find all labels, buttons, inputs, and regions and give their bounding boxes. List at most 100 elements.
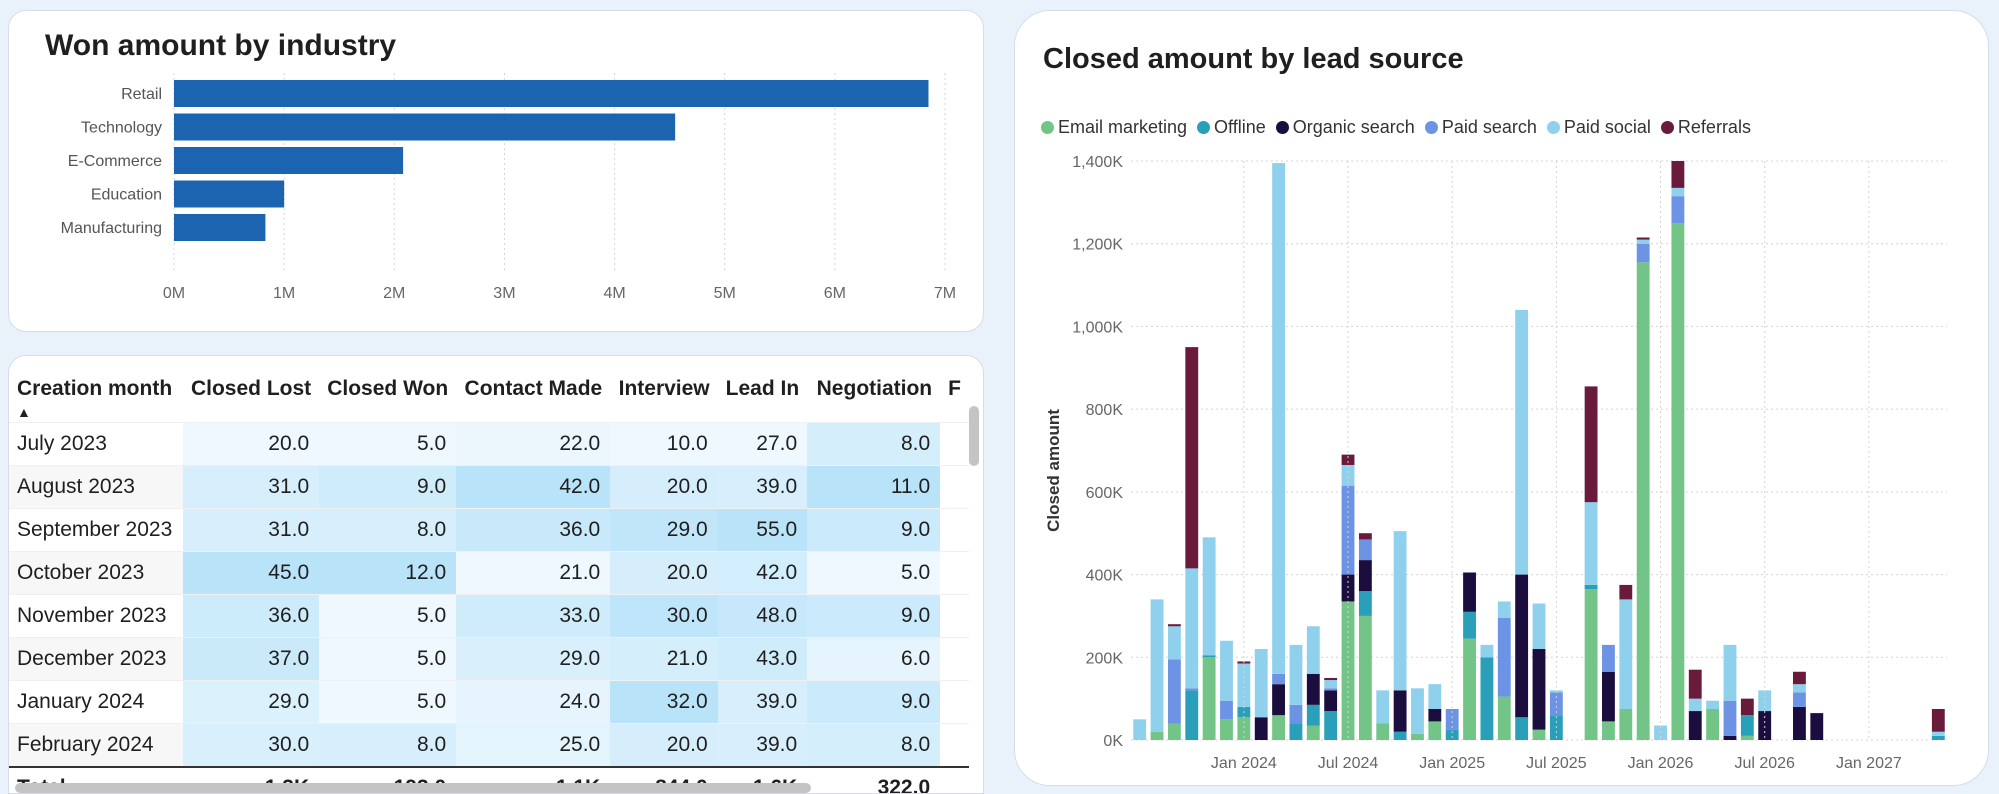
stacked-bar-segment[interactable] (1185, 690, 1199, 740)
stacked-bar-segment[interactable] (1306, 626, 1320, 674)
stacked-bar-segment[interactable] (1376, 690, 1390, 724)
stacked-bar-segment[interactable] (1740, 735, 1754, 740)
stacked-bar-segment[interactable] (1306, 704, 1320, 726)
stacked-bar-segment[interactable] (1619, 708, 1633, 740)
legend-item[interactable]: Referrals (1660, 117, 1751, 138)
stacked-bar-segment[interactable] (1341, 601, 1355, 740)
legend-item[interactable]: Organic search (1275, 117, 1415, 138)
stacked-bar-segment[interactable] (1619, 599, 1633, 709)
stacked-bar-segment[interactable] (1306, 673, 1320, 705)
stacked-bar-segment[interactable] (1358, 539, 1372, 561)
stacked-bar-segment[interactable] (1931, 731, 1945, 736)
stacked-bar-segment[interactable] (1723, 700, 1737, 736)
stacked-bar-segment[interactable] (1532, 649, 1546, 730)
stacked-bar-segment[interactable] (1793, 692, 1806, 707)
stacked-bar-segment[interactable] (1167, 723, 1181, 740)
stacked-bar-segment[interactable] (1688, 698, 1702, 712)
table-row[interactable]: February 2024 30.0 8.0 25.0 20.0 39.0 8.0 (9, 723, 969, 767)
stacked-bar-segment[interactable] (1341, 464, 1355, 486)
stacked-bar-segment[interactable] (1306, 725, 1320, 740)
table-row[interactable]: November 2023 36.0 5.0 33.0 30.0 48.0 9.0 (9, 594, 969, 638)
legend-item[interactable]: Offline (1197, 117, 1266, 138)
stacked-bar-segment[interactable] (1723, 644, 1737, 701)
stacked-bar-segment[interactable] (1324, 688, 1338, 691)
stacked-bar-segment[interactable] (1202, 657, 1216, 740)
stacked-bar-segment[interactable] (1376, 723, 1390, 740)
stacked-bar-segment[interactable] (1220, 719, 1233, 740)
stacked-bar-segment[interactable] (1584, 589, 1598, 740)
table-viewport[interactable]: Creation month ▲ Closed Lost Closed Won Cont… (9, 356, 969, 793)
industry-bar[interactable] (174, 214, 266, 241)
stacked-bar-segment[interactable] (1706, 700, 1720, 709)
stacked-bar-segment[interactable] (1428, 721, 1442, 740)
stacked-bar-segment[interactable] (1289, 644, 1303, 705)
stacked-bar-segment[interactable] (1272, 715, 1285, 740)
stacked-bar-segment[interactable] (1584, 584, 1598, 590)
table-row[interactable]: October 2023 45.0 12.0 21.0 20.0 42.0 5.0 (9, 551, 969, 595)
stacked-bar-segment[interactable] (1445, 708, 1459, 730)
stacked-bar-segment[interactable] (1549, 692, 1563, 716)
stacked-bar-segment[interactable] (1358, 591, 1372, 616)
column-header[interactable]: Closed Lost (190, 377, 312, 400)
column-header[interactable]: Closed Won (327, 377, 449, 400)
stacked-bar-segment[interactable] (1671, 196, 1685, 224)
industry-bar[interactable] (174, 147, 404, 174)
stacked-bar-segment[interactable] (1202, 537, 1216, 656)
stacked-bar-segment[interactable] (1723, 735, 1737, 740)
stacked-bar-segment[interactable] (1463, 572, 1476, 612)
stacked-bar-segment[interactable] (1497, 696, 1511, 740)
stacked-bar-segment[interactable] (1393, 690, 1407, 732)
stacked-bar-segment[interactable] (1532, 603, 1546, 650)
stacked-bar-segment[interactable] (1220, 700, 1233, 720)
stacked-bar-segment[interactable] (1324, 680, 1338, 689)
column-header[interactable]: Creation month ▲ (9, 356, 183, 423)
stacked-bar-segment[interactable] (1289, 723, 1303, 740)
stacked-bar-segment[interactable] (1167, 624, 1181, 627)
stacked-bar-segment[interactable] (1428, 708, 1442, 722)
stacked-bar-segment[interactable] (1515, 717, 1529, 740)
stacked-bar-segment[interactable] (1688, 669, 1702, 699)
stacked-bar-segment[interactable] (1463, 638, 1476, 740)
stacked-bar-segment[interactable] (1237, 663, 1251, 707)
stacked-bar-segment[interactable] (1584, 502, 1598, 585)
stacked-bar-segment[interactable] (1272, 673, 1285, 685)
stacked-bar-segment[interactable] (1671, 223, 1685, 741)
horizontal-scrollbar[interactable] (15, 783, 811, 793)
stacked-bar-segment[interactable] (1480, 644, 1494, 658)
stacked-bar-segment[interactable] (1602, 721, 1615, 740)
table-row[interactable]: January 2024 29.0 5.0 24.0 32.0 39.0 9.0 (9, 680, 969, 724)
column-header[interactable]: Negotiation (816, 377, 933, 400)
table-row[interactable]: December 2023 37.0 5.0 29.0 21.0 43.0 6.0 (9, 637, 969, 681)
stacked-bar-segment[interactable] (1688, 711, 1702, 740)
stacked-bar-segment[interactable] (1254, 717, 1268, 740)
stacked-bar-segment[interactable] (1931, 735, 1945, 740)
stacked-bar-segment[interactable] (1324, 677, 1338, 681)
stacked-bar-segment[interactable] (1341, 485, 1355, 575)
stacked-bar-segment[interactable] (1671, 187, 1685, 197)
stacked-bar-segment[interactable] (1167, 659, 1181, 724)
stacked-bar-segment[interactable] (1793, 684, 1806, 693)
legend-item[interactable]: Paid social (1546, 117, 1651, 138)
stacked-bar-segment[interactable] (1602, 671, 1615, 722)
stacked-bar-segment[interactable] (1150, 731, 1164, 740)
stacked-bar-segment[interactable] (1793, 671, 1806, 685)
stacked-bar-segment[interactable] (1758, 690, 1772, 712)
stacked-bar-segment[interactable] (1411, 688, 1424, 734)
stacked-bar-segment[interactable] (1341, 454, 1355, 465)
column-header[interactable]: F (948, 377, 961, 400)
stacked-bar-segment[interactable] (1497, 617, 1511, 697)
stacked-bar-segment[interactable] (1289, 704, 1303, 724)
stacked-bar-segment[interactable] (1202, 655, 1216, 658)
stacked-bar-segment[interactable] (1167, 626, 1181, 660)
stacked-bar-segment[interactable] (1515, 309, 1529, 575)
stacked-bar-segment[interactable] (1393, 531, 1407, 691)
stacked-bar-segment[interactable] (1758, 711, 1772, 740)
stacked-bar-segment[interactable] (1185, 347, 1199, 569)
stacked-bar-segment[interactable] (1931, 708, 1945, 732)
stacked-bar-segment[interactable] (1237, 717, 1251, 740)
stacked-bar-segment[interactable] (1636, 243, 1650, 263)
stacked-bar-segment[interactable] (1358, 560, 1372, 592)
stacked-bar-segment[interactable] (1602, 644, 1615, 672)
stacked-bar-segment[interactable] (1445, 729, 1459, 740)
stacked-bar-segment[interactable] (1150, 599, 1164, 732)
